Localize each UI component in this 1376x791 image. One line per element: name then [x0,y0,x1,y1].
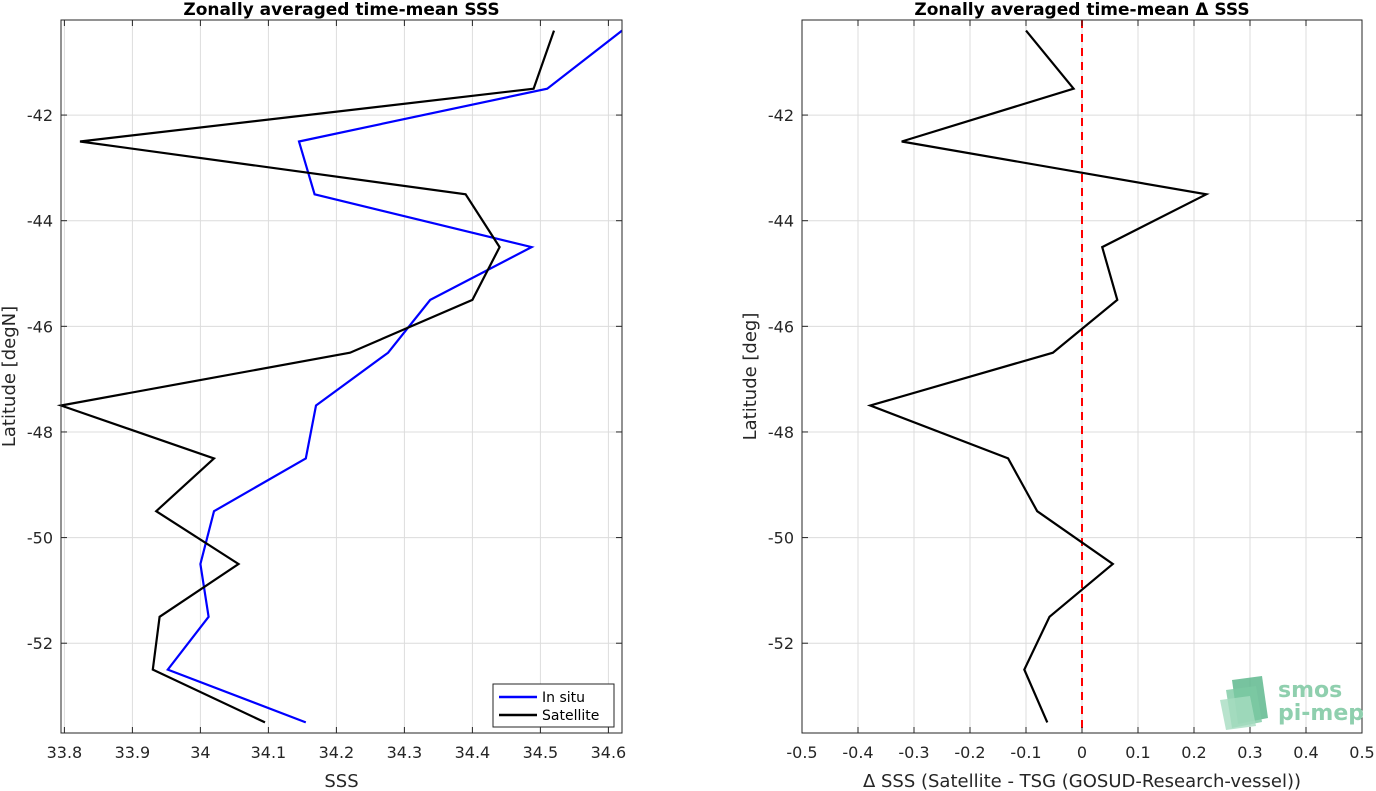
x-axis-label-delta-sss: Δ SSS (Satellite - TSG (GOSUD-Research-v… [863,771,1301,791]
y-tick-label: -42 [768,106,794,125]
x-axis-label-sss: SSS [324,771,358,791]
panel-sss: 33.8 33.9 34 34.1 34.2 34.3 34.4 34.5 34.6 -52-5… [0,0,626,791]
smos-pi-mep-logo: smos pi-mep [1220,676,1364,730]
y-tick-label: -46 [768,317,794,336]
y-axis-label-sss: Latitude [degN] [0,306,20,447]
y-tick-label: -44 [27,212,53,231]
series-line-satellite [56,30,556,724]
axes-frame-sss [60,19,623,734]
x-tick-label: 0.3 [1237,743,1262,762]
x-tick-label: 34.4 [455,743,491,762]
x-tick-label: 0.1 [1125,743,1150,762]
x-ticks-delta-sss: -0.5 -0.4 -0.3 -0.2 -0.1 0 0.1 0.2 0.3 0.4 0.5 [786,20,1375,762]
series-line-in-situ [166,29,623,724]
x-tick-label: 33.9 [115,743,151,762]
x-tick-label: 34 [190,743,210,762]
y-tick-label: -48 [768,423,794,442]
series-group-delta-sss [866,29,1210,723]
x-tick-label: 0.4 [1293,743,1318,762]
y-tick-label: -50 [768,529,794,548]
x-ticks-sss: 33.8 33.9 34 34.1 34.2 34.3 34.4 34.5 34.6 [47,20,627,762]
x-tick-label: -0.4 [842,743,873,762]
x-tick-label: 34.3 [387,743,423,762]
y-tick-label: -52 [768,634,794,653]
logo-text-pi-mep: pi-mep [1278,701,1364,726]
x-tick-label: 34.5 [523,743,559,762]
x-tick-label: 34.2 [319,743,355,762]
y-axis-label-delta-sss: Latitude [deg] [740,313,761,441]
x-tick-label: 34.1 [251,743,287,762]
legend-label-in-situ: In situ [542,690,585,706]
y-ticks-sss: -52 -50 -48 -46 -44 -42 [27,106,622,653]
x-tick-label: -0.2 [954,743,985,762]
series-group-sss [56,29,623,724]
y-tick-label: -42 [27,106,53,125]
y-tick-label: -50 [27,529,53,548]
series-line-delta-sss [866,29,1210,723]
y-ticks-delta-sss: -52 -50 -48 -46 -44 -42 [768,106,1362,653]
grid-sss [61,20,622,733]
x-tick-label: -0.1 [1010,743,1041,762]
legend-label-satellite: Satellite [542,708,599,724]
x-tick-label: 33.8 [47,743,83,762]
panel-delta-sss: -0.5 -0.4 -0.3 -0.2 -0.1 0 0.1 0.2 0.3 0.4 0.5 -52… [740,0,1375,791]
y-tick-label: -44 [768,212,794,231]
plot-area-sss [61,20,622,733]
y-tick-label: -46 [27,317,53,336]
logo-icon [1220,676,1268,730]
legend-box [492,683,615,728]
x-tick-label: 34.6 [591,743,627,762]
x-tick-label: -0.3 [898,743,929,762]
y-tick-label: -52 [27,634,53,653]
x-tick-label: -0.5 [786,743,817,762]
x-tick-label: 0 [1077,743,1087,762]
x-tick-label: 0.2 [1181,743,1206,762]
x-tick-label: 0.5 [1349,743,1374,762]
legend: In situ Satellite [492,683,615,728]
chart-title-delta-sss: Zonally averaged time-mean Δ SSS [914,0,1249,20]
y-tick-label: -48 [27,423,53,442]
logo-text-smos: smos [1278,678,1342,703]
chart-title-sss: Zonally averaged time-mean SSS [183,0,499,20]
